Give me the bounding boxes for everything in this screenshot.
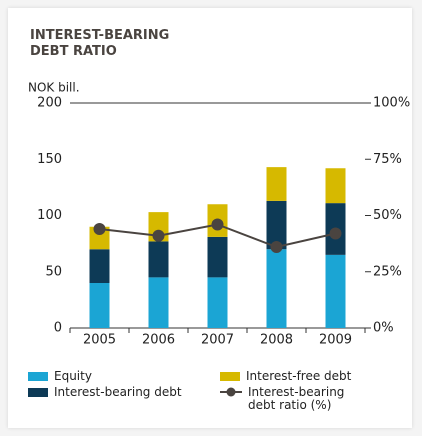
bar [266, 200, 287, 250]
legend-label: Interest-free debt [246, 369, 352, 383]
y-axis-label: NOK bill. [28, 81, 80, 95]
legend-swatch [28, 372, 48, 381]
bar [207, 236, 228, 278]
legend-item: Interest-bearing debt [28, 386, 182, 399]
x-tick-label: 2009 [319, 333, 352, 348]
bar [207, 277, 228, 328]
bar [266, 249, 287, 328]
y2-tick-label: 50% [373, 208, 402, 223]
legend-item: Interest-bearing debt ratio (%) [220, 386, 368, 412]
y-tick-label: 150 [37, 152, 62, 167]
x-tick-label: 2005 [83, 333, 116, 348]
legend-label: Interest-bearing debt ratio (%) [248, 385, 345, 412]
card: INTEREST-BEARING DEBT RATIO NOK bill. 0 50… [8, 8, 412, 428]
y-tick-label: 50 [45, 264, 62, 279]
legend-swatch [220, 372, 240, 381]
chart-title: INTEREST-BEARING DEBT RATIO [30, 28, 170, 59]
bar [89, 226, 110, 250]
bar [325, 254, 346, 328]
legend-label: Interest-bearing debt [54, 385, 182, 399]
x-tick-label: 2006 [142, 333, 175, 348]
bar [148, 277, 169, 328]
legend-item: Interest-free debt [220, 370, 351, 383]
bar [266, 167, 287, 201]
marker [211, 218, 224, 231]
legend-label: Equity [54, 369, 92, 383]
y2-tick-label: 75% [373, 152, 402, 167]
x-tick-label: 2007 [201, 333, 234, 348]
bar [89, 249, 110, 283]
bar [89, 283, 110, 328]
legend-swatch [220, 387, 242, 397]
y-tick-label: 100 [37, 208, 62, 223]
y2-tick-label: 0% [373, 321, 394, 336]
marker [93, 223, 106, 235]
legend-item: Equity [28, 370, 92, 383]
marker [152, 229, 165, 242]
y2-tick-label: 25% [373, 264, 402, 279]
y-tick-label: 0 [54, 321, 62, 336]
bar [325, 168, 346, 204]
legend-swatch [28, 388, 48, 397]
chart: NOK bill. 0 50 100 150 200 0% 25% 50% 75% 100% 2005… [28, 81, 410, 348]
bar [148, 241, 169, 278]
legend-marker [226, 387, 236, 397]
x-tick-label: 2008 [260, 333, 293, 348]
y-tick-label: 200 [37, 96, 62, 111]
marker [329, 227, 342, 240]
marker [270, 241, 283, 253]
y2-tick-label: 100% [373, 96, 410, 111]
